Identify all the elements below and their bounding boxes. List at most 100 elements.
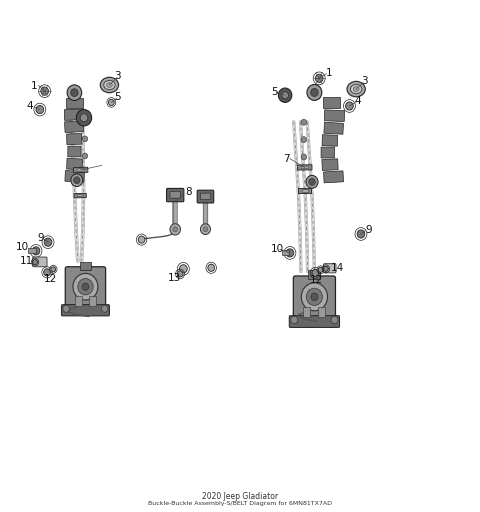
FancyBboxPatch shape (33, 257, 47, 267)
Circle shape (286, 249, 294, 257)
Circle shape (73, 273, 98, 300)
Circle shape (309, 178, 315, 185)
Text: 13: 13 (168, 272, 181, 283)
Text: 2020 Jeep Gladiator: 2020 Jeep Gladiator (202, 492, 278, 501)
Circle shape (307, 84, 322, 100)
Circle shape (138, 236, 145, 243)
Bar (68, 146, 81, 157)
Circle shape (44, 269, 50, 276)
Circle shape (71, 174, 83, 186)
Text: 1: 1 (325, 68, 332, 78)
FancyBboxPatch shape (324, 264, 336, 273)
Circle shape (291, 316, 298, 324)
Text: 10: 10 (15, 242, 29, 252)
Circle shape (36, 105, 44, 114)
Text: 12: 12 (44, 273, 57, 284)
Circle shape (318, 267, 323, 272)
Bar (324, 171, 344, 183)
Bar (323, 97, 339, 109)
Circle shape (51, 267, 56, 272)
Text: 7: 7 (283, 154, 290, 164)
Bar (322, 135, 337, 146)
Bar (67, 134, 82, 145)
Bar (308, 270, 321, 279)
Circle shape (76, 110, 92, 126)
Circle shape (101, 305, 108, 312)
FancyBboxPatch shape (170, 191, 180, 198)
Circle shape (306, 176, 318, 188)
Circle shape (306, 288, 323, 306)
Ellipse shape (104, 80, 115, 90)
Bar (282, 250, 289, 255)
Bar (303, 307, 311, 317)
Circle shape (301, 154, 307, 160)
Bar (64, 121, 84, 133)
Circle shape (315, 74, 323, 82)
Circle shape (82, 283, 89, 290)
Bar (322, 159, 338, 170)
Text: 4: 4 (354, 96, 361, 106)
Circle shape (71, 89, 78, 97)
Text: 14: 14 (331, 263, 344, 273)
Circle shape (301, 137, 307, 143)
Circle shape (170, 224, 180, 235)
Circle shape (82, 153, 88, 159)
Circle shape (301, 119, 307, 125)
Bar (66, 97, 83, 108)
Circle shape (282, 92, 288, 99)
Text: 9: 9 (366, 225, 372, 235)
Bar (324, 122, 344, 134)
Text: 11: 11 (20, 256, 33, 266)
Bar (321, 147, 335, 158)
Ellipse shape (107, 83, 112, 88)
Circle shape (180, 265, 187, 273)
Text: 4: 4 (27, 101, 34, 112)
FancyBboxPatch shape (200, 193, 210, 200)
Bar (64, 109, 84, 120)
Polygon shape (77, 195, 83, 197)
Bar (65, 170, 84, 182)
Circle shape (203, 227, 208, 231)
Circle shape (67, 85, 82, 100)
Ellipse shape (353, 87, 359, 92)
Circle shape (173, 227, 178, 232)
Circle shape (324, 266, 328, 271)
Text: 3: 3 (361, 76, 368, 86)
FancyBboxPatch shape (293, 276, 336, 326)
Bar (89, 296, 96, 306)
Circle shape (311, 89, 318, 96)
Circle shape (311, 293, 318, 301)
Ellipse shape (347, 81, 365, 97)
Circle shape (82, 136, 88, 142)
Text: 9: 9 (37, 232, 44, 243)
Circle shape (63, 305, 70, 312)
Circle shape (33, 260, 37, 265)
Circle shape (108, 99, 114, 105)
Circle shape (201, 224, 210, 234)
Bar (67, 158, 83, 169)
Bar (324, 110, 345, 121)
Circle shape (73, 177, 80, 184)
Text: 12: 12 (310, 274, 324, 285)
Polygon shape (73, 167, 88, 173)
Text: 3: 3 (114, 71, 120, 81)
Circle shape (80, 114, 88, 122)
Text: 8: 8 (185, 187, 192, 197)
Circle shape (82, 119, 88, 125)
FancyBboxPatch shape (65, 267, 106, 314)
Bar (28, 248, 36, 253)
Circle shape (177, 271, 183, 277)
Text: 5: 5 (114, 92, 120, 102)
Ellipse shape (100, 77, 119, 93)
Circle shape (312, 269, 319, 276)
Circle shape (44, 238, 52, 246)
Text: 1: 1 (31, 81, 38, 91)
Polygon shape (299, 188, 311, 193)
Text: Buckle-Buckle Assembly-S/BELT Diagram for 6MN81TX7AD: Buckle-Buckle Assembly-S/BELT Diagram fo… (148, 501, 332, 506)
Circle shape (282, 92, 288, 98)
Polygon shape (301, 189, 308, 191)
Bar (80, 262, 91, 270)
Circle shape (78, 279, 93, 295)
FancyBboxPatch shape (61, 305, 109, 316)
Ellipse shape (350, 84, 362, 94)
